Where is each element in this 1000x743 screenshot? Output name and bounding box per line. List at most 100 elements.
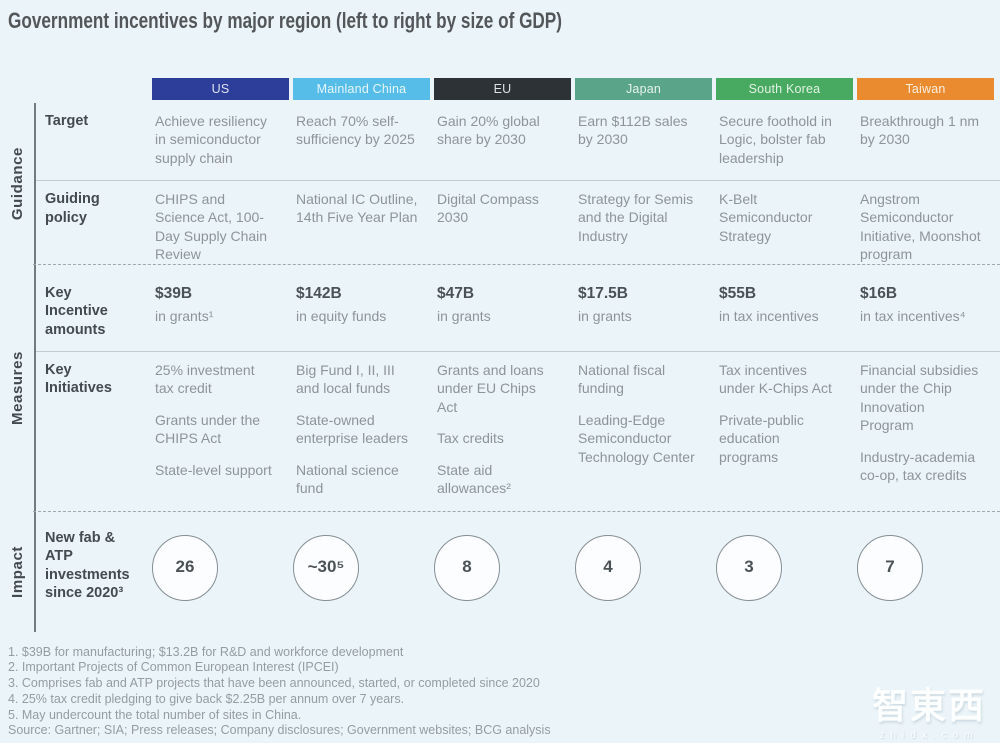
page-title: Government incentives by major region (l…: [8, 8, 1000, 34]
cell-initiatives-eu: Grants and loans under EU Chips Act Tax …: [432, 352, 573, 511]
footnote-3: 3. Comprises fab and ATP projects that h…: [8, 676, 540, 691]
amount-value: $55B: [719, 284, 757, 302]
cell-policy-eu: Digital Compass 2030: [437, 191, 539, 226]
investment-count-circle: 3: [716, 534, 782, 601]
amount-value: $16B: [860, 284, 898, 302]
initiative-item: Tax credits: [437, 430, 504, 447]
page-title-text: Government incentives by major region (l…: [8, 8, 562, 33]
section-measures-body: Key Incentive amounts $39B in grants¹ $1…: [36, 265, 1000, 511]
region-header-south-korea: South Korea: [716, 78, 853, 100]
amount-value: $47B: [437, 284, 475, 302]
initiative-item: Financial subsidies under the Chip Innov…: [860, 361, 979, 434]
section-guidance-gutter: Guidance: [0, 103, 36, 264]
cell-target-us: Achieve resiliency in semiconductor supp…: [155, 113, 268, 166]
region-header-us: US: [152, 78, 289, 100]
amount-note: in tax incentives: [719, 308, 819, 325]
cell-amount-taiwan: $16B in tax incentives⁴: [855, 265, 996, 351]
cell-target-japan: Earn $112B sales by 2030: [578, 113, 688, 148]
cell-initiatives-china: Big Fund I, II, III and local funds Stat…: [291, 352, 432, 511]
section-impact-gutter: Impact: [0, 511, 36, 632]
section-guidance-label: Guidance: [8, 146, 26, 221]
region-header-japan: Japan: [575, 78, 712, 100]
row-new-fab-investments: New fab & ATP investments since 2020³ 26…: [36, 512, 1000, 632]
watermark-logo-text: 智東西: [871, 685, 986, 726]
footnote-2: 2. Important Projects of Common European…: [8, 660, 339, 675]
cell-investments-japan: 4: [573, 512, 714, 632]
cell-target-china: Reach 70% self-sufficiency by 2025: [296, 113, 415, 148]
row-target-label: Target: [45, 113, 89, 129]
cell-initiatives-japan: National fiscal funding Leading-Edge Sem…: [573, 352, 714, 511]
investment-count-circle: 8: [434, 534, 500, 601]
section-divider: [33, 263, 1000, 265]
section-impact-body: New fab & ATP investments since 2020³ 26…: [36, 512, 1000, 632]
cell-investments-taiwan: 7: [855, 512, 996, 632]
region-header-mainland-china: Mainland China: [293, 78, 430, 100]
initiative-item: Tax incentives under K-Chips Act: [719, 361, 832, 397]
row-key-initiatives: Key Initiatives 25% investment tax credi…: [36, 350, 1000, 511]
cell-amount-china: $142B in equity funds: [291, 265, 432, 351]
watermark-url-text: zhidx.com: [879, 730, 979, 741]
cell-amount-japan: $17.5B in grants: [573, 265, 714, 351]
section-impact-label: Impact: [8, 545, 26, 598]
amount-value: $39B: [155, 284, 193, 302]
watermark-zhidongxi: 智東西 zhidx.com: [872, 677, 986, 741]
investment-count-circle: 7: [857, 534, 923, 601]
cell-initiatives-us: 25% investment tax credit Grants under t…: [150, 352, 291, 511]
cell-target-taiwan: Breakthrough 1 nm by 2030: [860, 113, 980, 148]
row-guiding-policy: Guiding policy CHIPS and Science Act, 10…: [36, 180, 1000, 264]
cell-initiatives-south-korea: Tax incentives under K-Chips Act Private…: [714, 352, 855, 511]
initiative-item: Big Fund I, II, III and local funds: [296, 361, 395, 397]
initiative-item: State aid allowances²: [437, 461, 511, 497]
amount-value: $142B: [296, 284, 342, 302]
cell-investments-us: 26: [150, 512, 291, 632]
initiative-item: 25% investment tax credit: [155, 361, 255, 397]
cell-target-eu: Gain 20% global share by 2030: [437, 113, 540, 148]
investment-count-circle: ~30⁵: [293, 534, 359, 601]
footnote-4: 4. 25% tax credit pledging to give back …: [8, 691, 405, 706]
initiative-item: State-owned enterprise leaders: [296, 411, 409, 447]
section-measures-label: Measures: [8, 350, 26, 425]
amount-note: in tax incentives⁴: [860, 308, 966, 325]
section-guidance: Guidance Target Achieve resiliency in se…: [0, 103, 1000, 264]
initiative-item: Private-public education programs: [719, 411, 804, 465]
initiative-item: Industry-academia co-op, tax credits: [860, 448, 976, 484]
cell-policy-china: National IC Outline, 14th Five Year Plan: [296, 191, 418, 226]
region-header-row: US Mainland China EU Japan South Korea T…: [152, 78, 1000, 100]
amount-value: $17.5B: [578, 284, 628, 302]
initiative-item: State-level support: [155, 461, 272, 478]
row-key-initiatives-label: Key Initiatives: [45, 361, 112, 397]
cell-investments-eu: 8: [432, 512, 573, 632]
cell-amount-eu: $47B in grants: [432, 265, 573, 351]
row-new-fab-investments-label: New fab & ATP investments since 2020³: [45, 529, 130, 602]
cell-policy-japan: Strategy for Semis and the Digital Indus…: [578, 191, 694, 244]
row-guiding-policy-label: Guiding policy: [45, 191, 100, 226]
initiative-item: National science fund: [296, 461, 399, 497]
cell-amount-us: $39B in grants¹: [150, 265, 291, 351]
section-divider: [33, 510, 1000, 512]
cell-policy-taiwan: Angstrom Semiconductor Initiative, Moons…: [860, 191, 981, 263]
section-impact: Impact New fab & ATP investments since 2…: [0, 511, 1000, 632]
footnote-1: 1. $39B for manufacturing; $13.2B for R&…: [8, 644, 404, 659]
region-header-eu: EU: [434, 78, 571, 100]
initiative-item: Leading-Edge Semiconductor Technology Ce…: [578, 411, 695, 465]
amount-note: in grants: [437, 308, 491, 325]
cell-initiatives-taiwan: Financial subsidies under the Chip Innov…: [855, 352, 996, 511]
cell-policy-south-korea: K-Belt Semiconductor Strategy: [719, 191, 813, 244]
cell-policy-us: CHIPS and Science Act, 100-Day Supply Ch…: [155, 191, 268, 263]
initiative-item: Grants under the CHIPS Act: [155, 411, 261, 447]
initiative-item: Grants and loans under EU Chips Act: [437, 361, 544, 415]
cell-amount-south-korea: $55B in tax incentives: [714, 265, 855, 351]
section-measures-gutter: Measures: [0, 264, 36, 511]
cell-investments-south-korea: 3: [714, 512, 855, 632]
cell-investments-china: ~30⁵: [291, 512, 432, 632]
footnotes: 1. $39B for manufacturing; $13.2B for R&…: [8, 645, 1000, 739]
initiative-item: National fiscal funding: [578, 361, 666, 397]
row-key-incentive-amounts: Key Incentive amounts $39B in grants¹ $1…: [36, 265, 1000, 351]
amount-note: in equity funds: [296, 308, 387, 325]
row-key-incentive-amounts-label: Key Incentive amounts: [45, 284, 108, 338]
source-line: Source: Gartner; SIA; Press releases; Co…: [8, 723, 551, 738]
amount-note: in grants: [578, 308, 632, 325]
amount-note: in grants¹: [155, 308, 214, 325]
footnote-5: 5. May undercount the total number of si…: [8, 707, 302, 722]
cell-target-south-korea: Secure foothold in Logic, bolster fab le…: [719, 113, 832, 166]
